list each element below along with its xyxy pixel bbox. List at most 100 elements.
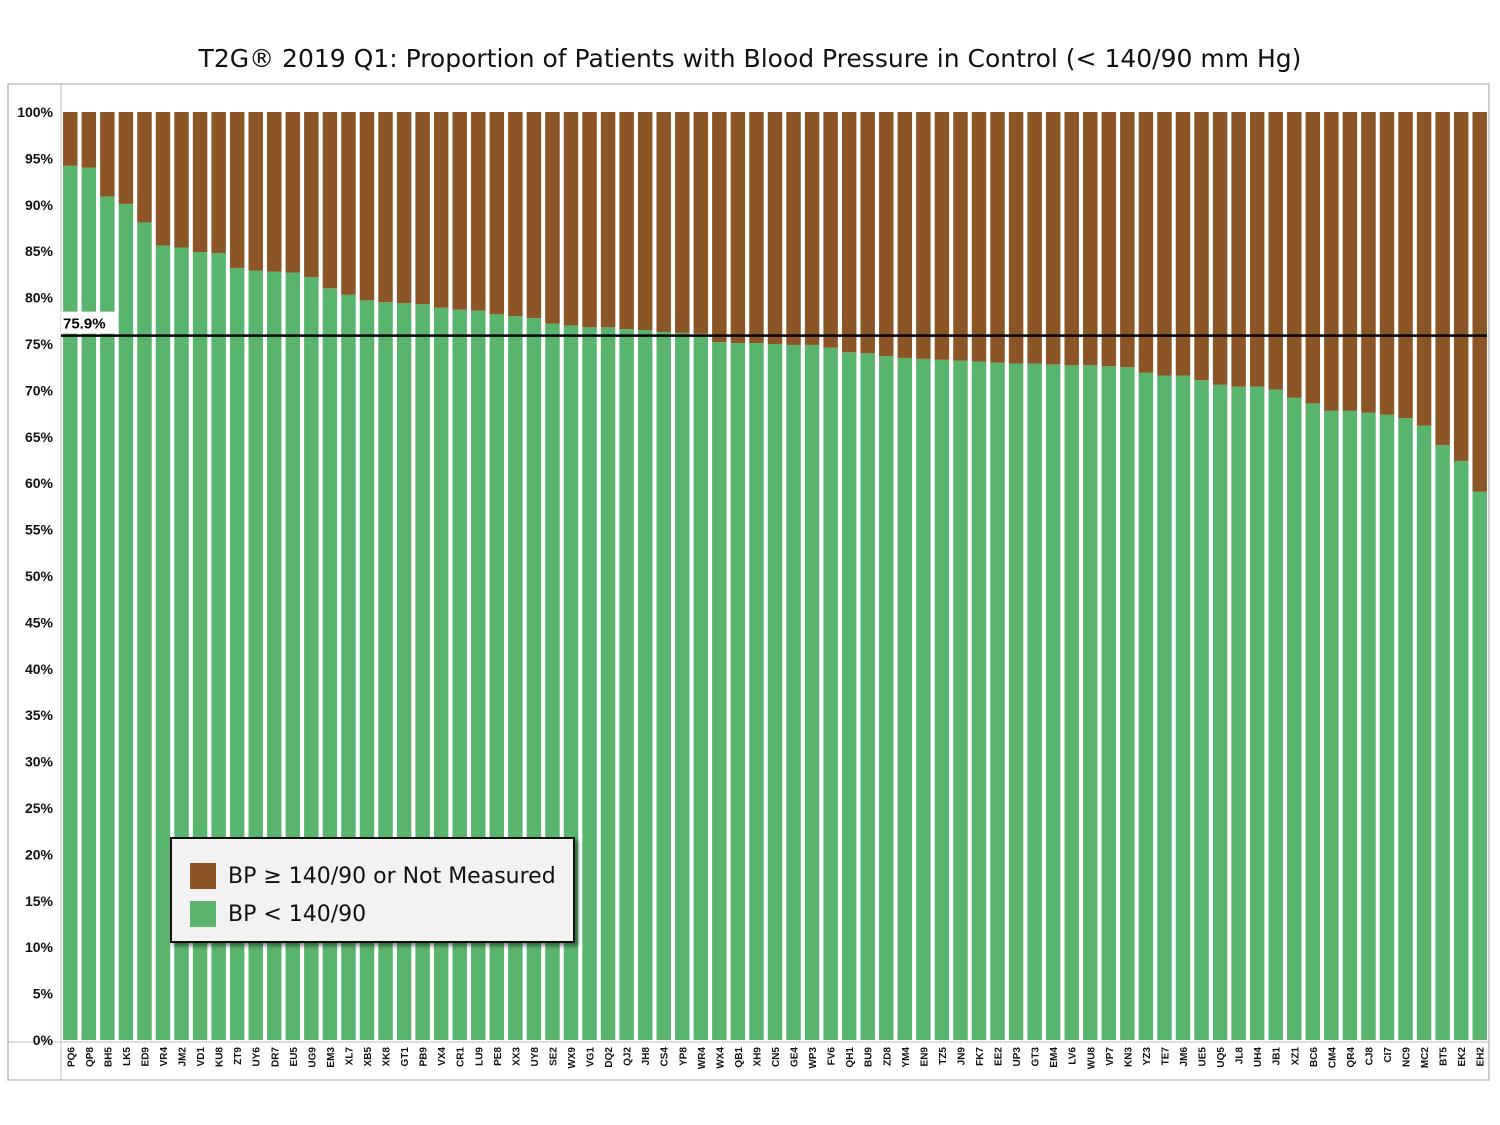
x-tick-label: CR1 (456, 1047, 467, 1067)
bar-controlled (675, 332, 690, 1040)
bar-controlled (934, 359, 950, 1040)
x-tick-label: BT5 (1439, 1047, 1450, 1066)
y-tick-label: 10% (25, 939, 54, 955)
y-tick-label: 85% (25, 243, 54, 259)
x-tick-label: WX9 (567, 1047, 578, 1069)
x-tick-label: ED9 (140, 1047, 151, 1067)
bar-controlled (1212, 384, 1228, 1040)
bar-not-controlled (1231, 112, 1246, 387)
bar-not-controlled (304, 112, 319, 278)
bar-not-controlled (378, 112, 393, 303)
bar-not-controlled (1101, 112, 1117, 367)
x-tick-label: UE5 (1198, 1047, 1209, 1067)
bar-not-controlled (1064, 112, 1079, 366)
bar-not-controlled (1027, 112, 1042, 364)
bar-not-controlled (1305, 112, 1321, 404)
legend-item-controlled: BP < 140/90 (190, 900, 366, 928)
bar-not-controlled (1435, 112, 1450, 446)
bar-not-controlled (359, 112, 375, 301)
bar-controlled (916, 358, 931, 1040)
y-tick-label: 50% (25, 568, 54, 584)
bar-not-controlled (804, 112, 820, 345)
bar-controlled (730, 343, 746, 1040)
y-tick-label: 40% (25, 661, 54, 677)
bar-not-controlled (322, 112, 338, 289)
bar-not-controlled (489, 112, 505, 315)
legend-label-not-controlled: BP ≥ 140/90 or Not Measured (228, 863, 556, 889)
bar-not-controlled (600, 112, 616, 328)
bar-not-controlled (953, 112, 968, 361)
x-tick-label: JM2 (178, 1047, 189, 1067)
bar-controlled (582, 327, 597, 1040)
x-tick-label: JN9 (956, 1047, 967, 1066)
x-tick-label: WR4 (697, 1047, 708, 1070)
bar-not-controlled (155, 112, 171, 246)
bar-controlled (971, 361, 987, 1041)
x-tick-label: DR7 (270, 1047, 281, 1067)
bar-controlled (1008, 363, 1024, 1040)
bar-controlled (1305, 403, 1321, 1041)
x-tick-label: WP3 (808, 1047, 819, 1069)
x-tick-label: PQ6 (66, 1047, 77, 1067)
bar-not-controlled (1361, 112, 1376, 413)
x-tick-label: BC6 (1309, 1047, 1320, 1067)
x-tick-label: EH2 (1476, 1047, 1487, 1067)
x-tick-label: TE7 (1160, 1047, 1171, 1066)
bar-not-controlled (879, 112, 894, 357)
bar-not-controlled (508, 112, 523, 317)
x-tick-label: VG1 (586, 1047, 597, 1067)
x-tick-label: XZ1 (1290, 1047, 1301, 1066)
bar-not-controlled (971, 112, 987, 362)
x-tick-label: VP7 (1105, 1047, 1116, 1066)
x-tick-label: BH5 (103, 1047, 114, 1067)
bar-not-controlled (730, 112, 746, 344)
bar-not-controlled (248, 112, 263, 271)
x-tick-label: CI7 (1383, 1047, 1394, 1063)
bar-controlled (1435, 445, 1450, 1041)
bar-not-controlled (582, 112, 597, 328)
x-tick-label: XL7 (344, 1047, 355, 1066)
bar-controlled (1175, 375, 1191, 1040)
bar-controlled (767, 344, 783, 1040)
x-tick-label: QH1 (845, 1047, 856, 1068)
bar-controlled (990, 362, 1005, 1040)
bar-controlled (81, 167, 97, 1040)
x-tick-label: JL8 (1235, 1047, 1246, 1065)
bar-not-controlled (860, 112, 875, 354)
x-tick-label: CN5 (771, 1047, 782, 1067)
x-tick-label: JM6 (1179, 1047, 1190, 1067)
x-tick-label: VX4 (437, 1047, 448, 1066)
reference-label-bg (61, 311, 117, 334)
bar-controlled (804, 344, 820, 1041)
bar-not-controlled (1398, 112, 1413, 419)
bar-not-controlled (433, 112, 449, 308)
bar-controlled (619, 329, 634, 1041)
x-tick-label: EE2 (994, 1047, 1005, 1066)
x-tick-label: GT3 (1031, 1047, 1042, 1067)
x-tick-label: GT1 (400, 1047, 411, 1067)
chart-title: T2G® 2019 Q1: Proportion of Patients wit… (198, 44, 1302, 73)
x-tick-label: PB9 (419, 1047, 430, 1067)
bar-controlled (693, 333, 709, 1040)
x-tick-label: SE2 (548, 1047, 559, 1066)
x-tick-label: LK5 (122, 1047, 133, 1066)
x-tick-label: NC9 (1402, 1047, 1413, 1067)
bar-not-controlled (211, 112, 226, 254)
bar-controlled (1324, 410, 1339, 1040)
bar-controlled (637, 330, 653, 1041)
bar-controlled (1027, 363, 1042, 1040)
x-tick-label: EM3 (326, 1047, 337, 1068)
x-tick-label: YP8 (678, 1047, 689, 1066)
x-tick-label: UY8 (530, 1047, 541, 1067)
bar-controlled (712, 342, 727, 1040)
x-tick-label: BU9 (864, 1047, 875, 1067)
y-tick-label: 90% (25, 197, 54, 213)
bar-not-controlled (693, 112, 709, 334)
bar-controlled (1138, 372, 1154, 1040)
bar-controlled (786, 344, 801, 1041)
y-tick-label: 65% (25, 429, 54, 445)
legend-label-controlled: BP < 140/90 (228, 901, 367, 927)
x-tick-label: VR4 (159, 1047, 170, 1067)
bar-controlled (63, 165, 78, 1041)
bar-not-controlled (1342, 112, 1358, 411)
